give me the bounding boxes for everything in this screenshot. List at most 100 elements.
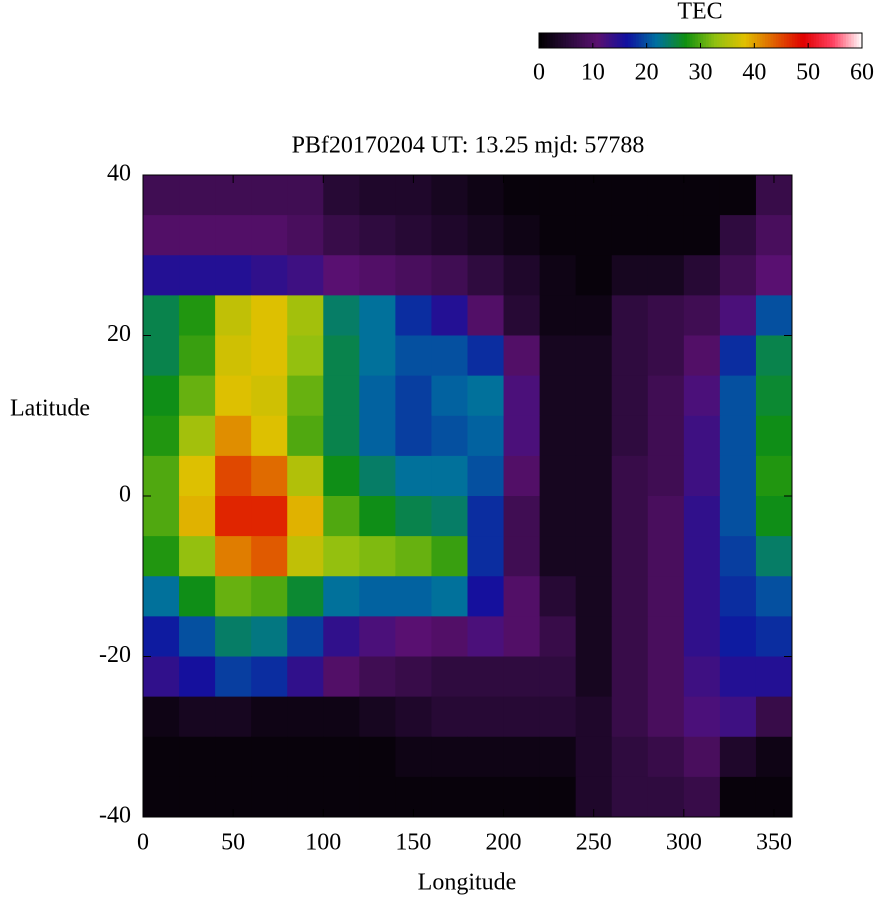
colorbar-tick-label: 10 <box>581 60 605 86</box>
heat-cell <box>683 656 721 698</box>
heat-cell <box>323 375 360 417</box>
heat-cell <box>215 455 252 497</box>
heat-cell <box>359 215 396 256</box>
colorbar-segment <box>592 33 597 48</box>
heat-cell <box>647 375 685 417</box>
heat-cell <box>179 736 216 778</box>
heat-cell <box>719 776 757 818</box>
heat-cell <box>179 415 216 457</box>
colorbar-segment <box>773 33 777 48</box>
colorbar-segment <box>608 33 613 48</box>
colorbar-segment <box>743 33 747 48</box>
heat-cell <box>755 295 793 336</box>
colorbar-segment <box>633 33 637 48</box>
heat-cell <box>467 616 505 657</box>
colorbar-segment <box>619 33 623 48</box>
heat-cell <box>467 255 505 296</box>
heat-cell <box>647 415 685 457</box>
heat-cell <box>611 656 649 698</box>
colorbar-segment <box>646 33 650 48</box>
heat-cell <box>251 576 288 617</box>
heat-cell <box>719 455 757 497</box>
heat-cell <box>503 696 541 738</box>
colorbar-segment <box>746 33 750 48</box>
y-tick-label: -20 <box>99 642 131 668</box>
heat-cell <box>467 736 505 778</box>
colorbar-segment <box>573 33 578 48</box>
colorbar-segment <box>687 33 691 48</box>
heat-cell <box>287 776 324 818</box>
colorbar-segment <box>598 33 602 48</box>
heat-cell <box>179 616 216 657</box>
heat-cell <box>503 175 541 216</box>
heat-cell <box>323 215 360 256</box>
heat-cell <box>719 736 757 778</box>
colorbar-segment <box>590 33 594 48</box>
heat-cell <box>359 496 396 537</box>
colorbar-segment <box>794 33 798 48</box>
colorbar-label: TEC <box>677 0 722 25</box>
heat-cell <box>395 375 432 417</box>
heat-cell <box>359 576 396 617</box>
heat-cell <box>143 496 180 537</box>
heat-cell <box>251 736 288 778</box>
heat-cell <box>323 616 360 657</box>
heat-cell <box>647 696 685 738</box>
heat-cell <box>251 175 288 216</box>
colorbar-segment <box>759 33 763 48</box>
y-tick-label: 20 <box>107 321 131 347</box>
heat-cell <box>323 576 360 617</box>
colorbar-segment <box>587 33 591 48</box>
colorbar-segment <box>813 33 817 48</box>
heat-cell <box>755 616 793 657</box>
heat-cell <box>143 175 180 216</box>
heat-cell <box>575 215 613 256</box>
colorbar-segment <box>705 33 710 48</box>
heat-cell <box>215 616 252 657</box>
heat-cell <box>431 375 468 417</box>
colorbar-segment <box>541 33 545 48</box>
heat-cell <box>215 496 252 537</box>
heat-cell <box>755 415 793 457</box>
heat-cell <box>719 295 757 336</box>
heat-cell <box>179 215 216 256</box>
heat-cell <box>467 415 505 457</box>
heat-cell <box>251 215 288 256</box>
colorbar-segment <box>832 33 836 48</box>
heat-cell <box>251 496 288 537</box>
colorbar-segment <box>660 33 664 48</box>
heat-cell <box>611 616 649 657</box>
colorbar-segment <box>576 33 580 48</box>
heat-cell <box>287 175 324 216</box>
colorbar-segment <box>617 33 621 48</box>
colorbar-segment <box>695 33 699 48</box>
colorbar-segment <box>552 33 556 48</box>
x-tick-label: 50 <box>221 830 245 856</box>
heat-cell <box>719 696 757 738</box>
heat-cell <box>611 175 649 216</box>
heat-cell <box>683 576 721 617</box>
heat-cell <box>359 175 396 216</box>
heat-cell <box>359 656 396 698</box>
heat-cell <box>179 576 216 617</box>
heat-cell <box>683 696 721 738</box>
heat-cell <box>683 335 721 377</box>
heat-cell <box>467 455 505 497</box>
colorbar-segment <box>724 33 728 48</box>
heat-cell <box>179 496 216 537</box>
heat-cell <box>719 375 757 417</box>
colorbar-segment <box>584 33 588 48</box>
heat-cell <box>683 536 721 577</box>
heat-cell <box>143 576 180 617</box>
heat-cell <box>539 415 577 457</box>
heat-cell <box>215 375 252 417</box>
colorbar-segment <box>800 33 804 48</box>
colorbar-segment <box>840 33 844 48</box>
heat-cell <box>467 215 505 256</box>
heat-cell <box>323 175 360 216</box>
colorbar-segment <box>571 33 575 48</box>
heat-cell <box>431 776 468 818</box>
colorbar-segment <box>630 33 634 48</box>
colorbar-segment <box>808 33 812 48</box>
heat-cell <box>287 455 324 497</box>
